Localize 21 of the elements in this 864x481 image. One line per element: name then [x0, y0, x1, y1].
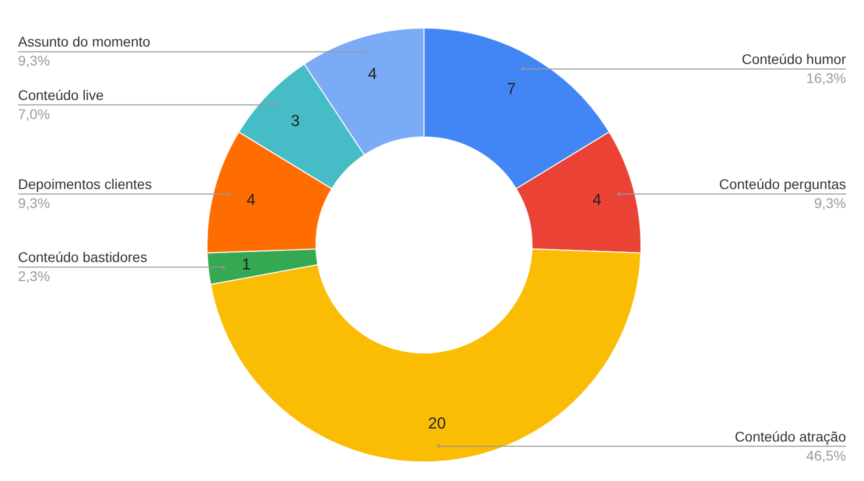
- text: 9,3%: [814, 194, 846, 211]
- data-label: 4: [246, 192, 256, 209]
- data-label: 4: [592, 192, 602, 209]
- data-label: 7: [507, 81, 516, 98]
- slice-label: Conteúdo perguntas: [719, 176, 846, 192]
- slice-label: Conteúdo live: [18, 86, 104, 103]
- data-label: 1: [242, 256, 251, 274]
- text: 9,3%: [18, 194, 50, 211]
- text: 46,5%: [806, 447, 846, 464]
- data-label: 4: [368, 66, 378, 83]
- slice-label: Conteúdo humor: [742, 51, 846, 68]
- slice-label: Conteúdo bastidores: [18, 249, 148, 266]
- text: 2,3%: [18, 268, 50, 284]
- slice-label: Depoimentos clientes: [18, 176, 152, 192]
- data-label: 3: [290, 112, 300, 130]
- text: 16,3%: [806, 70, 846, 86]
- text: 7,0%: [18, 106, 50, 122]
- slice-label: Conteúdo atração: [734, 428, 846, 444]
- slice-label: Assunto do momento: [18, 34, 151, 50]
- text: 9,3%: [18, 52, 50, 69]
- data-label: 20: [428, 415, 446, 432]
